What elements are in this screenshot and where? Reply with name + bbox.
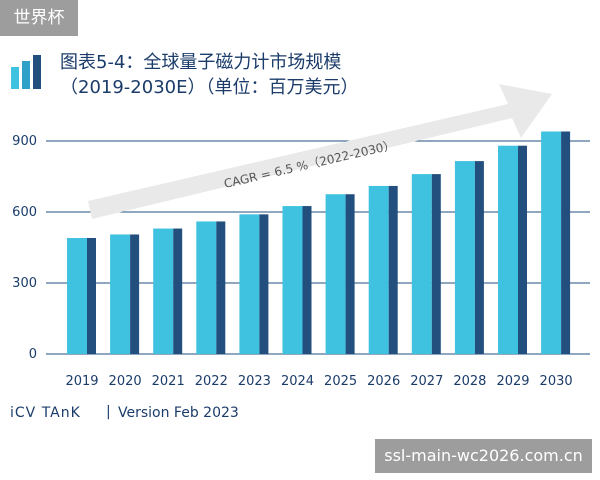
bar-shadow — [345, 194, 355, 354]
bar — [282, 206, 303, 354]
chart-subtitle: （2019-2030E）（单位：百万美元） — [60, 77, 359, 98]
bar — [368, 185, 389, 354]
bar-shadow — [302, 206, 312, 354]
x-tick-label: 2025 — [324, 374, 357, 389]
footer-separator: | — [106, 404, 111, 420]
x-tick-label: 2019 — [65, 374, 98, 389]
corner-badge: 世界杯 — [0, 0, 78, 36]
bar — [325, 194, 346, 354]
bar-shadow — [173, 228, 183, 354]
bar-shadow — [216, 221, 226, 354]
x-tick-label: 2020 — [109, 374, 142, 389]
bar-chart-icon — [11, 55, 41, 89]
bar-shadow — [388, 185, 398, 354]
bar-shadow — [259, 214, 269, 354]
bar — [541, 131, 562, 354]
bar — [411, 174, 432, 354]
x-tick-label: 2021 — [152, 374, 185, 389]
y-tick-label: 0 — [29, 347, 37, 362]
x-tick-label: 2027 — [410, 374, 443, 389]
chart-title: 图表5-4：全球量子磁力计市场规模 — [60, 52, 342, 73]
x-tick-label: 2029 — [496, 374, 529, 389]
bar-shadow — [431, 174, 441, 354]
bar — [67, 238, 87, 354]
bar — [153, 228, 174, 354]
bar — [196, 221, 217, 354]
y-tick-label: 300 — [12, 276, 37, 291]
brand-logo: iCV TAnK — [10, 405, 81, 421]
bar-shadow — [130, 234, 140, 354]
x-tick-label: 2026 — [367, 374, 400, 389]
y-tick-label: 600 — [12, 205, 37, 220]
bar-shadow — [87, 238, 96, 354]
x-tick-label: 2023 — [238, 374, 271, 389]
bar-shadow — [474, 161, 484, 354]
bar — [498, 145, 518, 354]
bar — [110, 234, 131, 354]
version-text: Version Feb 2023 — [118, 405, 239, 421]
watermark: ssl-main-wc2026.com.cn — [375, 439, 592, 473]
bar-shadow — [518, 145, 527, 354]
bar — [454, 161, 475, 354]
x-tick-label: 2028 — [453, 374, 486, 389]
x-tick-label: 2022 — [195, 374, 228, 389]
x-tick-label: 2030 — [540, 374, 573, 389]
bar — [239, 214, 260, 354]
x-tick-label: 2024 — [281, 374, 314, 389]
y-tick-label: 900 — [12, 134, 37, 149]
bar-shadow — [561, 131, 571, 354]
growth-arrow-icon — [88, 84, 552, 219]
